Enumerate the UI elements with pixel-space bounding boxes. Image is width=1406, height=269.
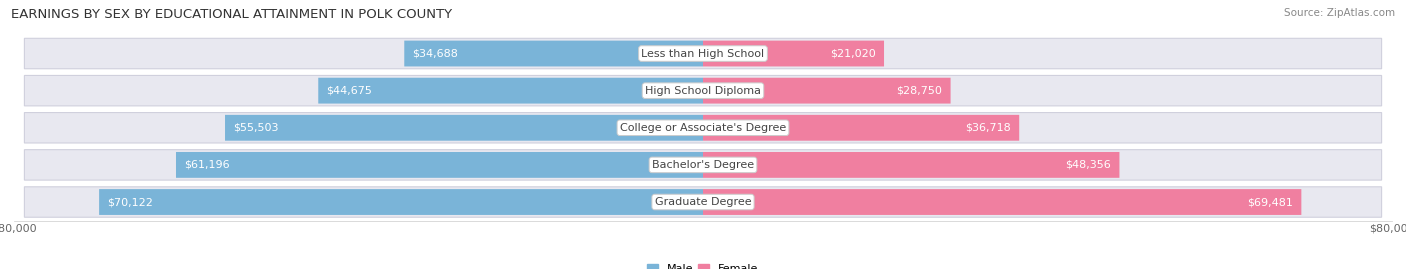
FancyBboxPatch shape	[24, 150, 1382, 180]
Text: Graduate Degree: Graduate Degree	[655, 197, 751, 207]
FancyBboxPatch shape	[703, 152, 1119, 178]
Text: $48,356: $48,356	[1066, 160, 1111, 170]
FancyBboxPatch shape	[703, 115, 1019, 141]
FancyBboxPatch shape	[24, 187, 1382, 217]
FancyBboxPatch shape	[703, 41, 884, 66]
Text: Source: ZipAtlas.com: Source: ZipAtlas.com	[1284, 8, 1395, 18]
Text: College or Associate's Degree: College or Associate's Degree	[620, 123, 786, 133]
FancyBboxPatch shape	[176, 152, 703, 178]
Text: $44,675: $44,675	[326, 86, 373, 96]
Text: $55,503: $55,503	[233, 123, 278, 133]
FancyBboxPatch shape	[24, 38, 1382, 69]
FancyBboxPatch shape	[405, 41, 703, 66]
Text: $28,750: $28,750	[897, 86, 942, 96]
Text: Less than High School: Less than High School	[641, 48, 765, 59]
Text: $61,196: $61,196	[184, 160, 231, 170]
Text: High School Diploma: High School Diploma	[645, 86, 761, 96]
Text: $21,020: $21,020	[830, 48, 876, 59]
Text: $36,718: $36,718	[965, 123, 1011, 133]
FancyBboxPatch shape	[24, 112, 1382, 143]
Text: $70,122: $70,122	[107, 197, 153, 207]
Text: Bachelor's Degree: Bachelor's Degree	[652, 160, 754, 170]
FancyBboxPatch shape	[318, 78, 703, 104]
Text: $34,688: $34,688	[412, 48, 458, 59]
FancyBboxPatch shape	[703, 78, 950, 104]
FancyBboxPatch shape	[24, 75, 1382, 106]
FancyBboxPatch shape	[225, 115, 703, 141]
FancyBboxPatch shape	[703, 189, 1302, 215]
Legend: Male, Female: Male, Female	[647, 264, 759, 269]
FancyBboxPatch shape	[100, 189, 703, 215]
Text: EARNINGS BY SEX BY EDUCATIONAL ATTAINMENT IN POLK COUNTY: EARNINGS BY SEX BY EDUCATIONAL ATTAINMEN…	[11, 8, 453, 21]
Text: $69,481: $69,481	[1247, 197, 1294, 207]
